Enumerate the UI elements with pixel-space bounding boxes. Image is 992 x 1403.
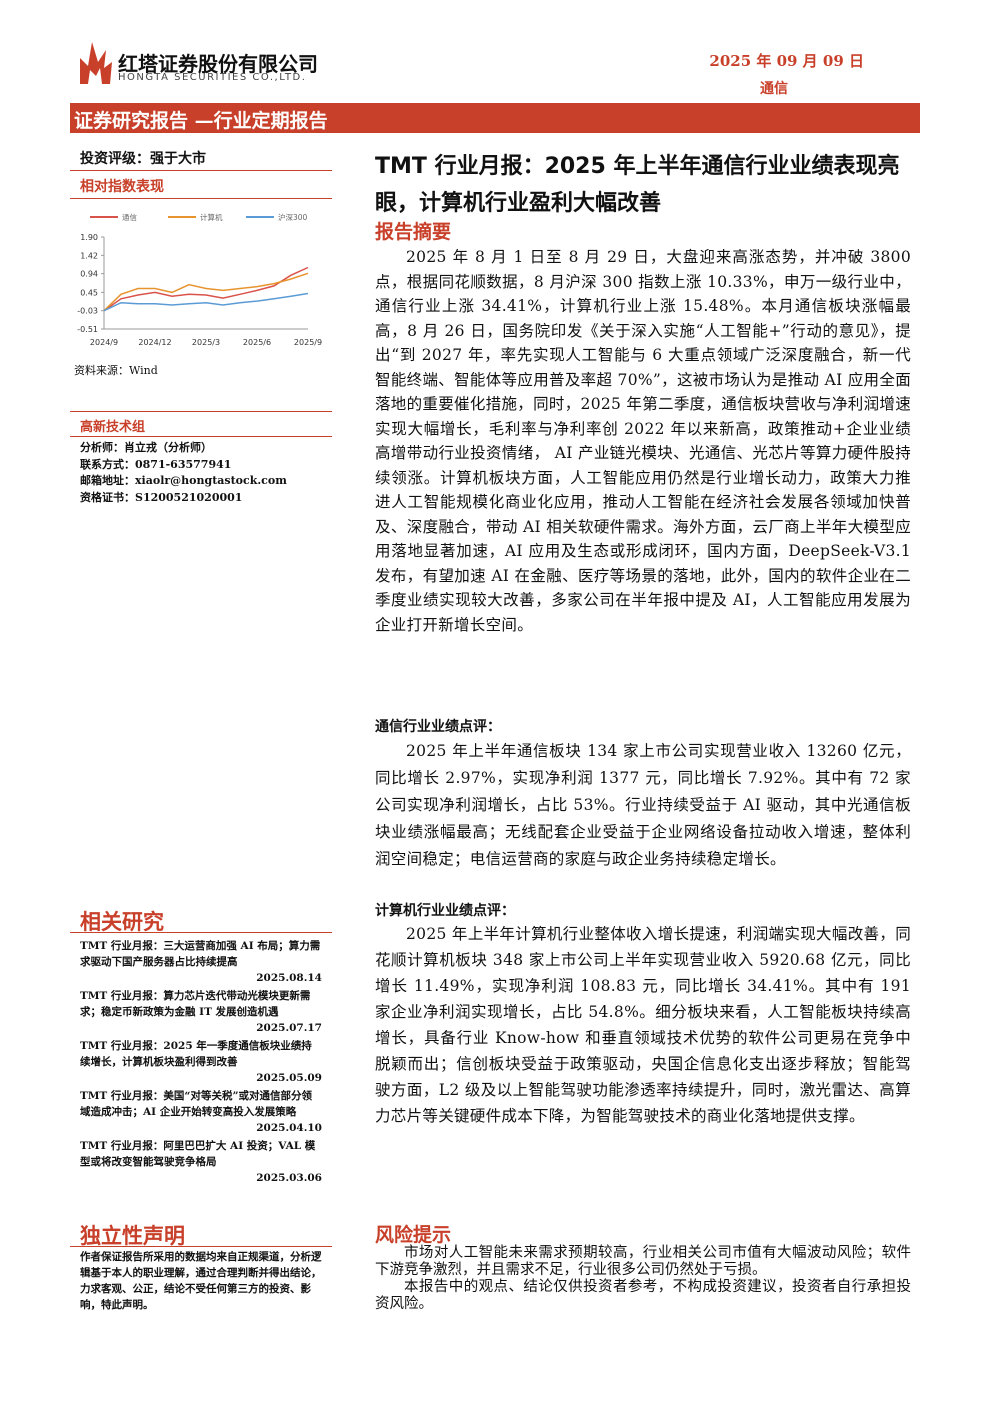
analyst-line: 联系方式：0871-63577941 — [80, 457, 232, 471]
x-tick-label: 2025/9 — [294, 338, 322, 347]
y-tick-label: -0.51 — [77, 325, 98, 334]
rule — [70, 436, 332, 437]
chart: 1.90 1.42 0.94 0.45 -0.03 -0.51 2024/9 2024/12 2… — [77, 212, 322, 347]
risk: 市场对人工智能未来需求预期较高，行业相关公司市值有大幅波动风险；软件下游竞争激烈… — [375, 1245, 911, 1313]
date: 2025 年 09 月 09 日 — [709, 52, 864, 70]
series-line — [103, 292, 309, 312]
rule — [70, 932, 332, 933]
independence-text: 作者保证报告所采用的数据均来自正规渠道，分析逻辑基于本人的职业理解，通过合理判断… — [80, 1251, 322, 1311]
y-tick-label: 1.90 — [80, 233, 98, 242]
series-line — [103, 272, 309, 312]
x-tick-label: 2025/6 — [243, 338, 271, 347]
sector: 通信 — [760, 81, 788, 97]
abstract-title: 报告摘要 — [375, 221, 452, 243]
company-en: HONGTA SECURITIES CO.,LTD. — [118, 72, 307, 83]
rule — [70, 170, 332, 171]
related-date: 2025.05.09 — [256, 1072, 322, 1084]
x-tick-label: 2024/12 — [138, 338, 171, 347]
company: 红塔证券股份有限公司 — [118, 52, 318, 76]
risk-text: 市场对人工智能未来需求预期较高，行业相关公司市值有大幅波动风险；软件下游竞争激烈… — [375, 1245, 911, 1278]
rule — [70, 411, 332, 412]
source: 资料来源：Wind — [74, 364, 158, 377]
risk-text: 本报告中的观点、结论仅供投资者参考，不构成投资建议，投资者自行承担投资风险。 — [375, 1279, 911, 1312]
rule — [70, 1246, 332, 1247]
y-tick-label: 0.94 — [80, 270, 98, 279]
related-item: TMT 行业月报：美国“对等关税”或对通信部分领域造成冲击；AI 企业开始转变高… — [80, 1090, 312, 1118]
legend-label: 计算机 — [200, 212, 223, 222]
y-tick-label: 1.42 — [80, 251, 98, 260]
related-list: TMT 行业月报：三大运营商加强 AI 布局；算力需求驱动下国产服务器占比持续提… — [80, 938, 322, 1188]
rule — [70, 198, 332, 199]
telecom: 2025 年上半年通信板块 134 家上市公司实现营业收入 13260 亿元，同… — [375, 742, 911, 868]
legend-label: 沪深300 — [278, 212, 308, 222]
index-title: 相对指数表现 — [80, 179, 164, 195]
computer-title: 计算机行业业绩点评： — [375, 903, 515, 919]
related-title: 相关研究 — [80, 909, 164, 934]
x-tick-label: 2025/3 — [192, 338, 220, 347]
related-date: 2025.04.10 — [256, 1122, 322, 1134]
related-item: TMT 行业月报：三大运营商加强 AI 布局；算力需求驱动下国产服务器占比持续提… — [80, 940, 321, 968]
related-item: TMT 行业月报：阿里巴巴扩大 AI 投资；VAL 模型或将改变智能驾驶竞争格局 — [80, 1140, 316, 1168]
risk-title: 风险提示 — [375, 1224, 452, 1246]
related-date: 2025.03.06 — [256, 1172, 322, 1184]
x-tick-label: 2024/9 — [90, 338, 118, 347]
analyst-line: 邮箱地址：xiaolr@hongtastock.com — [80, 474, 287, 487]
group: 高新技术组 — [80, 420, 146, 435]
analyst: 分析师：肖立戎（分析师） 联系方式：0871-63577941 邮箱地址：xia… — [80, 440, 287, 506]
logo — [80, 42, 112, 84]
related-date: 2025.07.17 — [256, 1022, 322, 1034]
legend-label: 通信 — [122, 212, 137, 222]
related-date: 2025.08.14 — [256, 972, 322, 984]
related-item: TMT 行业月报：2025 年一季度通信板块业绩持续增长，计算机板块盈利得到改善 — [80, 1040, 312, 1068]
related-item: TMT 行业月报：算力芯片迭代带动光模块更新需求；稳定币新政策为金融 IT 发展… — [80, 990, 311, 1018]
report-type: 证券研究报告 —行业定期报告 — [74, 110, 328, 132]
abstract: 2025 年 8 月 1 日至 8 月 29 日，大盘迎来高涨态势，并冲破 38… — [375, 248, 911, 634]
series-line — [103, 266, 309, 312]
rating: 投资评级：强于大市 — [80, 151, 206, 167]
banner — [70, 103, 920, 133]
y-tick-label: -0.03 — [77, 307, 98, 316]
telecom-title: 通信行业业绩点评： — [375, 719, 501, 735]
y-tick-label: 0.45 — [80, 288, 98, 297]
title: TMT 行业月报：2025 年上半年通信行业业绩表现亮眼，计算机行业盈利大幅改善 — [375, 154, 900, 216]
computer: 2025 年上半年计算机行业整体收入增长提速，利润端实现大幅改善，同花顺计算机板… — [375, 925, 911, 1125]
analyst-line: 分析师：肖立戎（分析师） — [80, 441, 212, 454]
analyst-line: 资格证书：S1200521020001 — [80, 490, 243, 504]
independence-title: 独立性声明 — [80, 1223, 185, 1248]
